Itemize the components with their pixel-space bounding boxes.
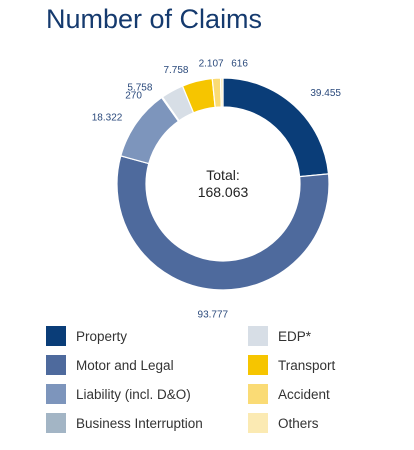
legend: Property Motor and Legal Liability (incl… [46, 326, 406, 442]
legend-item-others: Others [248, 413, 319, 433]
value-label-motor-and-legal: 93.777 [198, 310, 229, 320]
legend-label-motor-and-legal: Motor and Legal [76, 357, 174, 373]
legend-swatch-others [248, 413, 268, 433]
total-value: 168.063 [198, 184, 249, 200]
legend-item-transport: Transport [248, 355, 335, 375]
legend-item-property: Property [46, 326, 127, 346]
legend-label-others: Others [278, 415, 319, 431]
chart-title: Number of Claims [46, 4, 263, 34]
legend-swatch-property [46, 326, 66, 346]
value-label-others: 616 [231, 58, 248, 69]
legend-item-edp: EDP* [248, 326, 311, 346]
value-label-transport: 7.758 [163, 65, 188, 76]
total-label: Total: [206, 167, 239, 183]
legend-label-liability: Liability (incl. D&O) [76, 386, 191, 402]
legend-label-property: Property [76, 328, 128, 344]
value-label-business-interruption: 270 [125, 91, 142, 102]
legend-swatch-transport [248, 355, 268, 375]
legend-label-transport: Transport [278, 357, 336, 373]
legend-swatch-liability [46, 384, 66, 404]
legend-item-motor-and-legal: Motor and Legal [46, 355, 174, 375]
legend-item-business-interruption: Business Interruption [46, 413, 203, 433]
legend-swatch-motor-and-legal [46, 355, 66, 375]
legend-swatch-accident [248, 384, 268, 404]
legend-label-business-interruption: Business Interruption [76, 415, 203, 431]
slices-group [116, 77, 330, 291]
value-label-edp: 5.758 [127, 83, 152, 94]
legend-label-edp: EDP* [278, 328, 312, 344]
legend-swatch-business-interruption [46, 413, 66, 433]
value-label-liability-incl-d-o: 18.322 [92, 112, 123, 123]
value-label-property: 39.455 [310, 88, 341, 99]
slice-others [219, 77, 224, 108]
legend-item-liability: Liability (incl. D&O) [46, 384, 191, 404]
legend-swatch-edp [248, 326, 268, 346]
value-label-accident: 2.107 [199, 58, 224, 69]
slice-motor-and-legal [116, 155, 330, 291]
legend-item-accident: Accident [248, 384, 330, 404]
legend-label-accident: Accident [278, 386, 330, 402]
